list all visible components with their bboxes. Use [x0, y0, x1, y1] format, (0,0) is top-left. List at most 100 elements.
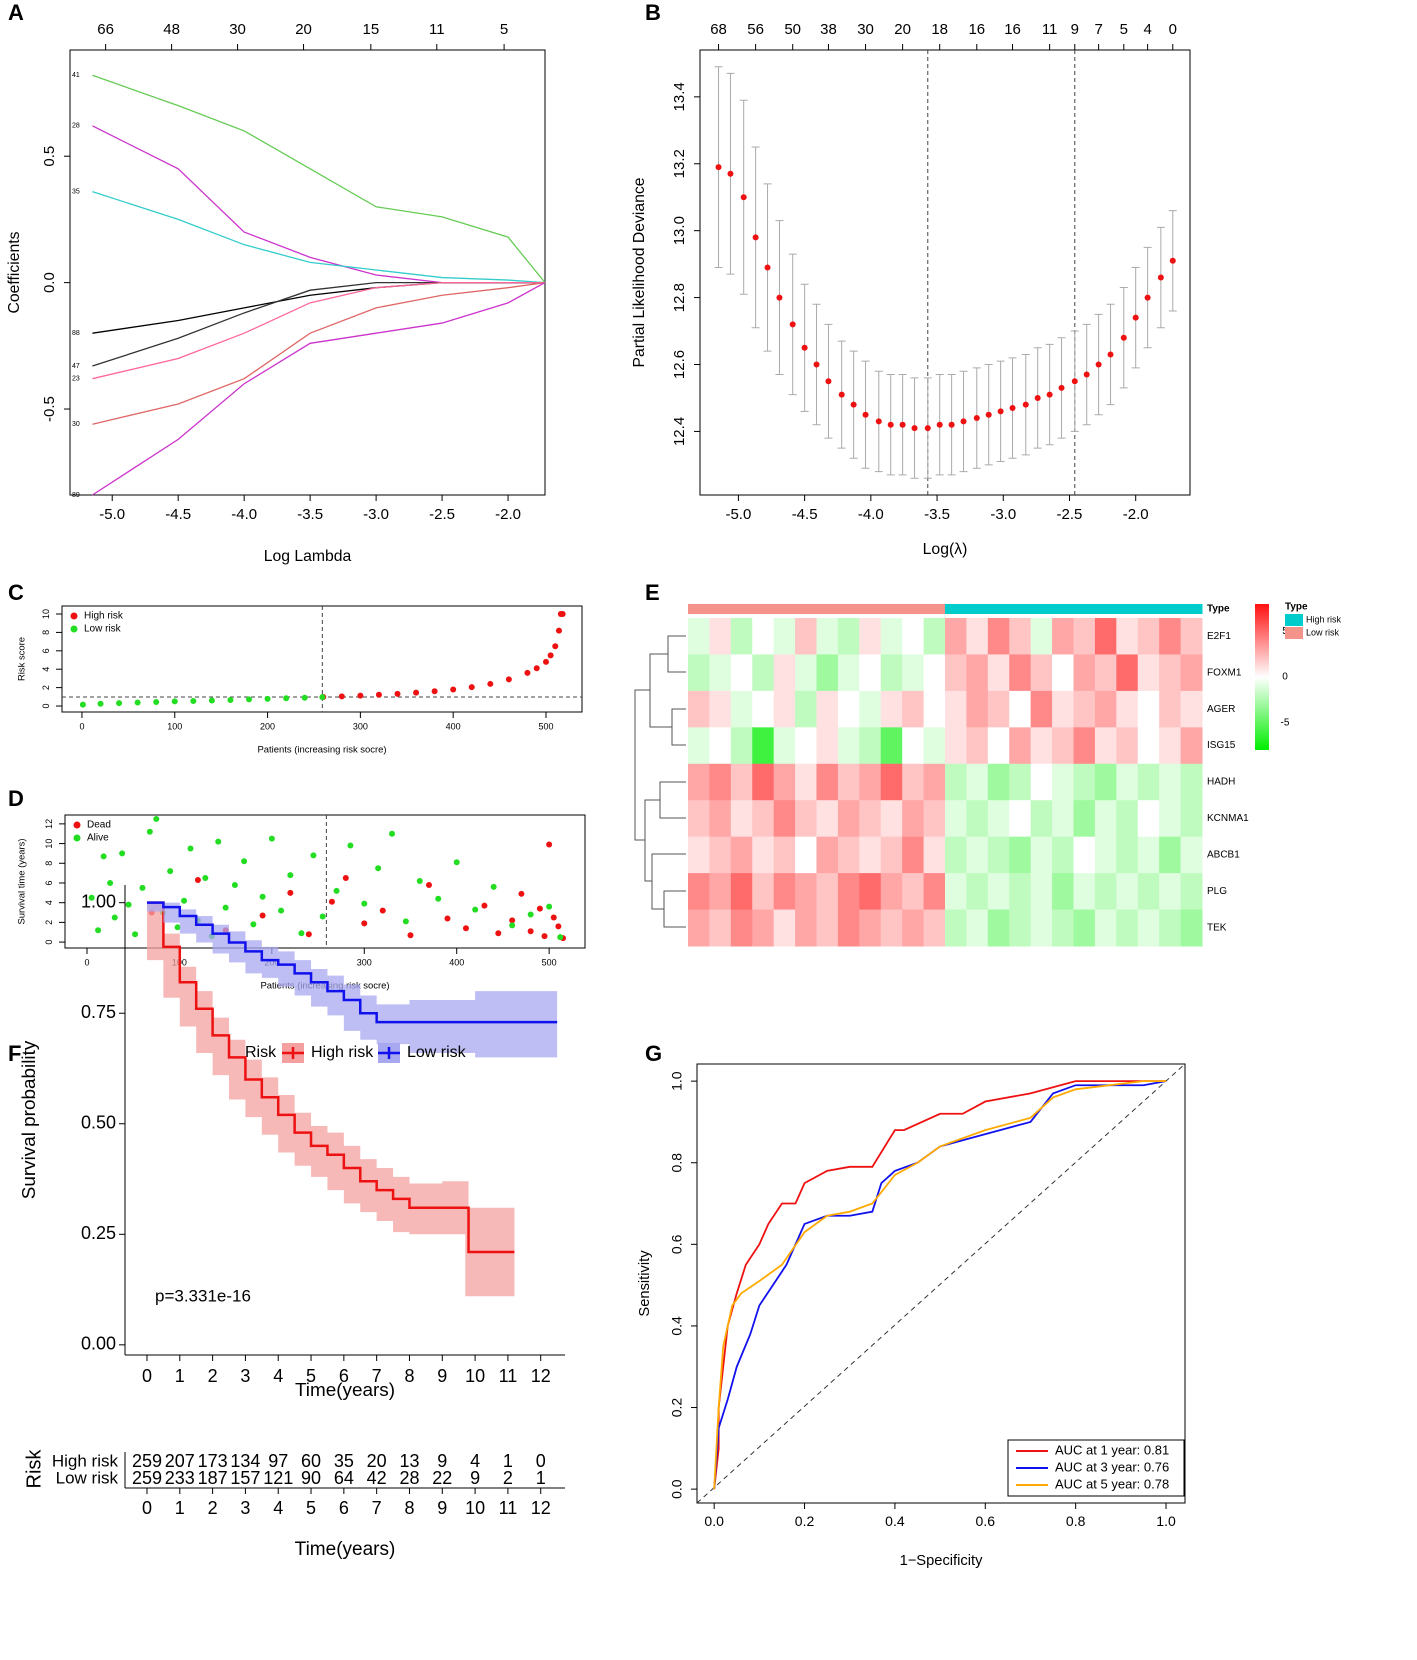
top-tick-label: 5 — [500, 21, 508, 38]
heat-cell — [773, 800, 796, 838]
y-tick-label: 0.0 — [41, 272, 58, 293]
panel-label: E — [645, 580, 660, 605]
point — [527, 928, 534, 935]
heat-cell — [1137, 836, 1160, 874]
point — [444, 915, 451, 922]
heat-cell — [859, 836, 882, 874]
point — [1132, 314, 1139, 321]
top-tick-label: 9 — [1071, 21, 1079, 38]
heat-cell — [752, 836, 775, 874]
point — [259, 893, 266, 900]
point — [119, 850, 126, 857]
point — [375, 691, 382, 698]
point — [727, 170, 734, 177]
heat-cell — [752, 654, 775, 692]
heat-cell — [1009, 763, 1032, 801]
heat-cell — [688, 618, 710, 655]
y-tick-label: 13.0 — [671, 216, 688, 245]
point — [319, 694, 326, 701]
heat-cell — [752, 727, 775, 765]
y-tick-label: 0.2 — [669, 1398, 685, 1418]
x-tick-label: -3.5 — [924, 506, 950, 523]
heat-cell — [1137, 909, 1160, 947]
point — [462, 925, 469, 932]
point — [79, 701, 86, 708]
heat-cell — [1159, 727, 1182, 765]
heat-cell — [1030, 727, 1053, 765]
type-cell — [837, 604, 860, 614]
heat-cell — [1137, 800, 1160, 838]
y-tick-label: 6 — [44, 880, 54, 885]
type-cell — [730, 604, 753, 614]
point — [394, 690, 401, 697]
plot-frame — [696, 1063, 1186, 1504]
x-tick-label: -2.5 — [1057, 506, 1083, 523]
heat-cell — [880, 873, 903, 911]
y-tick-label: 12.8 — [671, 283, 688, 312]
point — [887, 421, 894, 428]
x-tick-label: 0.4 — [885, 1513, 905, 1529]
plot-frame — [69, 49, 546, 496]
heat-cell — [816, 654, 839, 692]
heat-cell — [1052, 909, 1074, 947]
heat-cell — [1009, 909, 1032, 947]
point — [524, 669, 531, 676]
type-cell — [773, 604, 796, 614]
x-axis-title: Patients (increasing risk socre) — [257, 745, 386, 756]
point — [487, 680, 494, 687]
point — [1095, 361, 1102, 368]
heat-cell — [923, 690, 946, 728]
heat-cell — [1052, 618, 1074, 655]
heat-cell — [923, 763, 946, 801]
heat-cell — [1009, 836, 1032, 874]
heat-cell — [688, 909, 710, 947]
heat-cell — [987, 727, 1010, 765]
heat-cell — [1159, 618, 1182, 655]
point — [715, 164, 722, 171]
point — [190, 697, 197, 704]
survival-curve — [146, 901, 558, 1024]
heat-cell — [945, 763, 967, 801]
at-risk-count: 259 — [132, 1451, 162, 1471]
x-tick-label: 300 — [353, 722, 368, 732]
heat-cell — [987, 873, 1010, 911]
row-label: AGER — [1207, 704, 1235, 715]
heat-cell — [1159, 836, 1182, 874]
roc-curve — [713, 1080, 1167, 1490]
at-risk-count: 157 — [230, 1468, 260, 1488]
point — [407, 932, 414, 939]
point — [1009, 405, 1016, 412]
heat-cell — [709, 690, 732, 728]
heat-cell — [859, 763, 882, 801]
point — [550, 914, 557, 921]
at-risk-count: 1 — [536, 1468, 546, 1488]
x-axis-title: Log Lambda — [264, 548, 352, 565]
heat-cell — [837, 800, 860, 838]
heat-cell — [1009, 800, 1032, 838]
heat-cell — [1094, 909, 1117, 947]
heat-cell — [1073, 800, 1096, 838]
y-axis-title: Survival probability — [19, 1040, 40, 1199]
heat-cell — [987, 836, 1010, 874]
heat-cell — [1073, 654, 1096, 692]
heat-cell — [966, 836, 989, 874]
point — [813, 361, 820, 368]
heat-cell — [1094, 654, 1117, 692]
heat-cell — [1030, 690, 1053, 728]
top-tick-label: 5 — [1120, 21, 1128, 38]
heat-cell — [1073, 618, 1096, 655]
heat-cell — [945, 873, 967, 911]
y-axis-title: Risk score — [17, 637, 28, 681]
point — [268, 835, 275, 842]
colorbar-tick-label: -5 — [1281, 717, 1290, 728]
coefficient-path — [92, 281, 545, 334]
x-tick-label: -3.5 — [297, 506, 323, 523]
type-cell — [1094, 604, 1117, 614]
point — [134, 699, 141, 706]
heat-cell — [752, 909, 775, 947]
point — [246, 696, 253, 703]
point — [328, 898, 335, 905]
point — [347, 842, 354, 849]
heat-cell — [1116, 618, 1139, 655]
top-tick-label: 16 — [968, 21, 985, 38]
